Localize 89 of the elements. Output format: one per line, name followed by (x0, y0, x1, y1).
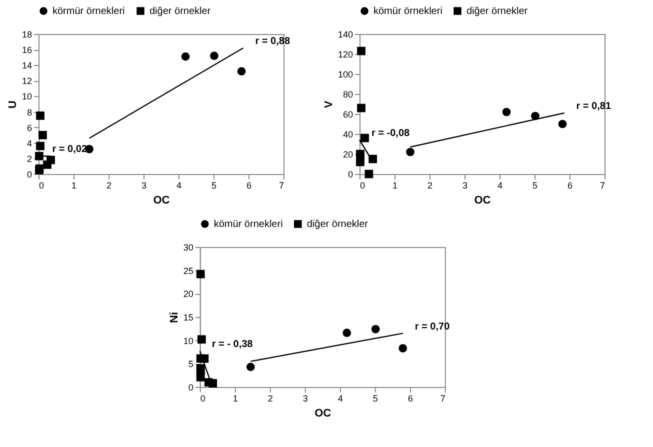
y-tick-label: 4 (26, 138, 32, 148)
point (210, 52, 218, 60)
y-tick-label: 0 (188, 382, 194, 392)
point (356, 158, 364, 166)
point (558, 120, 567, 128)
legend-label: diğer örnekler (306, 219, 369, 230)
x-tick-label: 5 (532, 180, 538, 190)
y-tick-label: 8 (26, 107, 32, 118)
y-tick-label: 60 (342, 110, 353, 120)
annotation: r = 0,81 (576, 101, 612, 112)
y-tick-label: 2 (26, 154, 32, 164)
x-axis-title: OC (153, 194, 170, 206)
x-tick-label: 7 (600, 180, 605, 190)
x-tick-label: 6 (567, 180, 573, 190)
y-tick-label: 120 (338, 50, 353, 60)
x-tick-label: 2 (427, 180, 433, 190)
y-tick-label: 25 (183, 266, 194, 276)
x-tick-label: 6 (246, 180, 252, 190)
point (43, 160, 52, 169)
point (38, 130, 47, 140)
y-tick-label: 0 (26, 170, 32, 180)
y-tick-label: 5 (188, 359, 194, 370)
y-axis-title: V (322, 100, 335, 108)
point (181, 52, 190, 61)
x-tick-label: 4 (176, 180, 182, 190)
point (406, 148, 414, 156)
x-tick-label: 1 (71, 180, 77, 190)
y-tick-label: 80 (342, 90, 353, 100)
y-axis-title: U (6, 100, 19, 108)
y-tick-label: 6 (26, 122, 32, 133)
x-tick-label: 2 (268, 394, 273, 404)
point (342, 328, 352, 338)
point (398, 344, 408, 352)
x-tick-label: 1 (232, 394, 238, 404)
point (36, 111, 44, 120)
x-tick-label: 5 (211, 180, 217, 190)
y-tick-label: 20 (342, 150, 353, 160)
x-tick-label: 7 (440, 394, 446, 404)
y-tick-label: 140 (338, 30, 353, 40)
y-tick-label: 20 (183, 289, 194, 300)
point (196, 270, 205, 278)
x-tick-label: 0 (200, 394, 206, 404)
y-tick-label: 16 (22, 45, 32, 56)
annotation: r = 0,70 (414, 321, 450, 332)
point (360, 134, 369, 142)
y-tick-label: 10 (183, 336, 194, 346)
y-tick-label: 10 (22, 92, 32, 102)
annotation: r = 0,88 (255, 36, 290, 47)
point (196, 373, 205, 382)
x-tick-label: 3 (141, 180, 147, 190)
legend-label: diğer örnekler (150, 6, 212, 17)
annotation: r = - 0,38 (212, 339, 254, 350)
x-tick-label: 1 (392, 180, 398, 190)
point (357, 104, 366, 112)
x-tick-label: 0 (39, 180, 44, 190)
x-tick-label: 3 (462, 180, 468, 190)
y-tick-label: 18 (22, 30, 32, 40)
legend-label: kömür örnekleri (374, 6, 442, 17)
y-tick-label: 30 (183, 242, 194, 252)
point (246, 362, 255, 372)
y-tick-label: 12 (22, 76, 32, 86)
y-tick-label: 100 (338, 70, 353, 80)
y-tick-label: 40 (342, 130, 353, 140)
x-tick-label: 4 (497, 180, 503, 190)
x-tick-label: 7 (278, 180, 284, 190)
x-tick-label: 0 (360, 180, 366, 190)
legend-label: körmür örnekleri (52, 6, 125, 17)
annotation: r = -0,08 (372, 128, 410, 139)
point (502, 108, 511, 116)
x-tick-label: 5 (372, 394, 378, 404)
x-axis-title: OC (314, 408, 332, 420)
point (364, 170, 374, 178)
legend-label: kömür örnekleri (214, 219, 283, 230)
y-axis-title: Ni (168, 312, 180, 323)
point (197, 335, 206, 344)
point (36, 142, 44, 150)
point (371, 324, 380, 334)
x-tick-label: 3 (302, 394, 308, 404)
y-tick-label: 14 (22, 60, 32, 71)
point (237, 67, 246, 76)
point (208, 379, 218, 388)
x-tick-label: 6 (408, 394, 413, 404)
y-tick-label: 15 (183, 312, 194, 322)
point (357, 46, 366, 56)
x-axis-title: OC (474, 194, 491, 206)
y-tick-label: 0 (348, 170, 353, 180)
legend-label: diğer örnekler (466, 6, 528, 17)
x-tick-label: 2 (106, 180, 112, 190)
point (35, 152, 44, 160)
